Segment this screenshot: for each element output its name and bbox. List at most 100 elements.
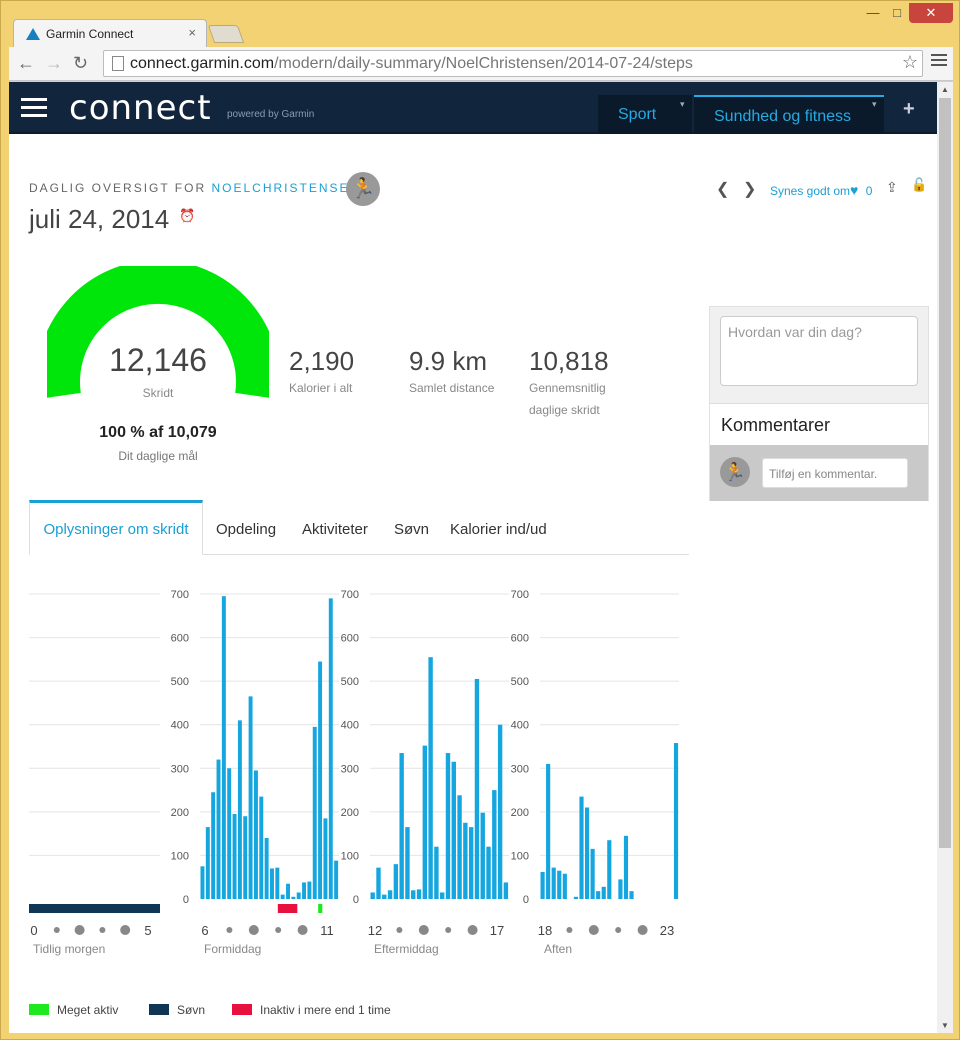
- browser-menu-icon[interactable]: [931, 54, 947, 69]
- back-arrow-icon[interactable]: ←: [17, 53, 35, 73]
- close-window-button[interactable]: ✕: [909, 3, 953, 23]
- y-tick-label: 200: [511, 807, 529, 819]
- step-bar: [573, 896, 579, 899]
- step-bar: [237, 720, 242, 899]
- add-icon[interactable]: +: [903, 98, 915, 120]
- mood-textarea[interactable]: Hvordan var din dag?: [720, 316, 918, 386]
- step-bar: [307, 881, 312, 899]
- step-bar: [328, 598, 333, 899]
- period-label: Tidlig morgen: [33, 942, 105, 956]
- very_active-band: [318, 904, 323, 913]
- tab-calories[interactable]: Kalorier ind/ud: [450, 521, 547, 538]
- hour-start-label: 0: [30, 923, 37, 938]
- hour-dot: [99, 927, 106, 933]
- share-icon[interactable]: ⇪: [886, 179, 898, 195]
- step-bar: [562, 873, 567, 899]
- close-tab-icon[interactable]: ×: [188, 25, 196, 40]
- garmin-header: connect powered by Garmin Sport ▾ Sundhe…: [9, 82, 937, 134]
- y-tick-label: 500: [171, 676, 189, 688]
- step-bar: [607, 840, 612, 899]
- step-bar: [584, 807, 590, 899]
- y-tick-label: 100: [171, 850, 189, 862]
- hour-dot: [588, 925, 599, 935]
- step-bar: [457, 795, 462, 899]
- step-bar: [416, 889, 422, 899]
- y-tick-label: 0: [183, 894, 189, 906]
- steps-chart: 0100200300400500600700010020030040050060…: [29, 589, 679, 956]
- nav-health-fitness[interactable]: Sundhed og fitness: [694, 95, 884, 134]
- step-bar: [629, 891, 634, 899]
- previous-day-icon[interactable]: ❮: [716, 181, 730, 198]
- step-bar: [221, 596, 226, 899]
- unlock-icon[interactable]: 🔓: [911, 177, 928, 192]
- username-link[interactable]: NOELCHRISTENSEN: [211, 181, 361, 195]
- address-bar[interactable]: connect.garmin.com/modern/daily-summary/…: [103, 50, 923, 77]
- stat-calories: 2,190 Kalorier i alt: [289, 346, 355, 395]
- step-bar: [232, 814, 237, 899]
- reload-icon[interactable]: ↻: [73, 53, 89, 73]
- y-tick-label: 300: [341, 763, 359, 775]
- step-bar: [296, 892, 301, 899]
- step-bar: [546, 763, 551, 899]
- url-text: connect.garmin.com/modern/daily-summary/…: [130, 55, 693, 72]
- y-tick-label: 500: [511, 676, 529, 688]
- runner-avatar-icon: 🏃: [720, 457, 750, 487]
- step-bar: [451, 761, 456, 899]
- scrollbar[interactable]: ▲ ▼: [937, 82, 953, 1033]
- step-bar: [673, 743, 679, 899]
- hour-dot: [396, 927, 403, 933]
- chart-legend: Meget aktiv Søvn Inaktiv i mere end 1 ti…: [29, 1003, 689, 1023]
- scroll-up-icon[interactable]: ▲: [941, 85, 949, 94]
- nav-sport[interactable]: Sport: [598, 95, 692, 134]
- step-bar: [411, 890, 416, 899]
- hamburger-menu-icon[interactable]: [21, 98, 47, 122]
- step-bar: [596, 891, 601, 899]
- step-bar: [557, 870, 562, 899]
- comment-input[interactable]: Tilføj en kommentar.: [762, 458, 908, 488]
- step-bar: [227, 768, 232, 899]
- health-caret-icon[interactable]: ▾: [872, 99, 877, 109]
- bookmark-star-icon[interactable]: ☆: [901, 52, 918, 72]
- legend-inactive: Inaktiv i mere end 1 time: [232, 1003, 391, 1017]
- hour-dot: [74, 925, 85, 935]
- y-tick-label: 600: [171, 633, 189, 645]
- hour-dot: [566, 927, 573, 933]
- browser-tab[interactable]: Garmin Connect ×: [13, 19, 207, 47]
- tab-breakdown[interactable]: Opdeling: [216, 521, 277, 538]
- runner-avatar-icon: 🏃: [346, 172, 380, 206]
- hour-dot: [226, 927, 233, 933]
- step-bar: [468, 827, 474, 899]
- stat-average-steps: 10,818 Gennemsnitlig daglige skridt: [529, 346, 609, 417]
- step-bar: [399, 753, 404, 899]
- scroll-down-icon[interactable]: ▼: [941, 1021, 949, 1030]
- page-icon: [112, 56, 124, 71]
- sport-caret-icon[interactable]: ▾: [680, 99, 685, 109]
- minimize-button[interactable]: —: [866, 5, 880, 20]
- step-bar: [601, 886, 606, 899]
- connect-logo[interactable]: connect: [69, 88, 212, 128]
- step-bar: [200, 866, 205, 899]
- step-bar: [445, 753, 451, 899]
- step-bar: [463, 822, 468, 899]
- step-bar: [393, 864, 399, 899]
- forward-arrow-icon[interactable]: →: [45, 53, 63, 73]
- stat-distance: 9.9 km Samlet distance: [409, 346, 495, 395]
- step-bar: [590, 848, 595, 899]
- step-bar: [540, 871, 545, 899]
- scroll-thumb[interactable]: [939, 98, 951, 848]
- tab-step-details[interactable]: Oplysninger om skridt: [29, 500, 203, 555]
- tab-sleep[interactable]: Søvn: [394, 521, 430, 538]
- next-day-icon[interactable]: ❯: [743, 181, 757, 198]
- like-button[interactable]: Synes godt om♥ 0: [770, 182, 873, 198]
- new-tab-button[interactable]: [207, 25, 245, 43]
- hour-end-label: 17: [490, 923, 504, 938]
- y-tick-label: 0: [523, 894, 529, 906]
- tab-activities[interactable]: Aktiviteter: [302, 521, 368, 538]
- maximize-button[interactable]: □: [893, 5, 901, 20]
- y-tick-label: 100: [511, 850, 529, 862]
- step-bar: [623, 835, 629, 899]
- step-bar: [405, 827, 410, 899]
- step-bar: [253, 770, 258, 899]
- step-bar: [286, 883, 290, 899]
